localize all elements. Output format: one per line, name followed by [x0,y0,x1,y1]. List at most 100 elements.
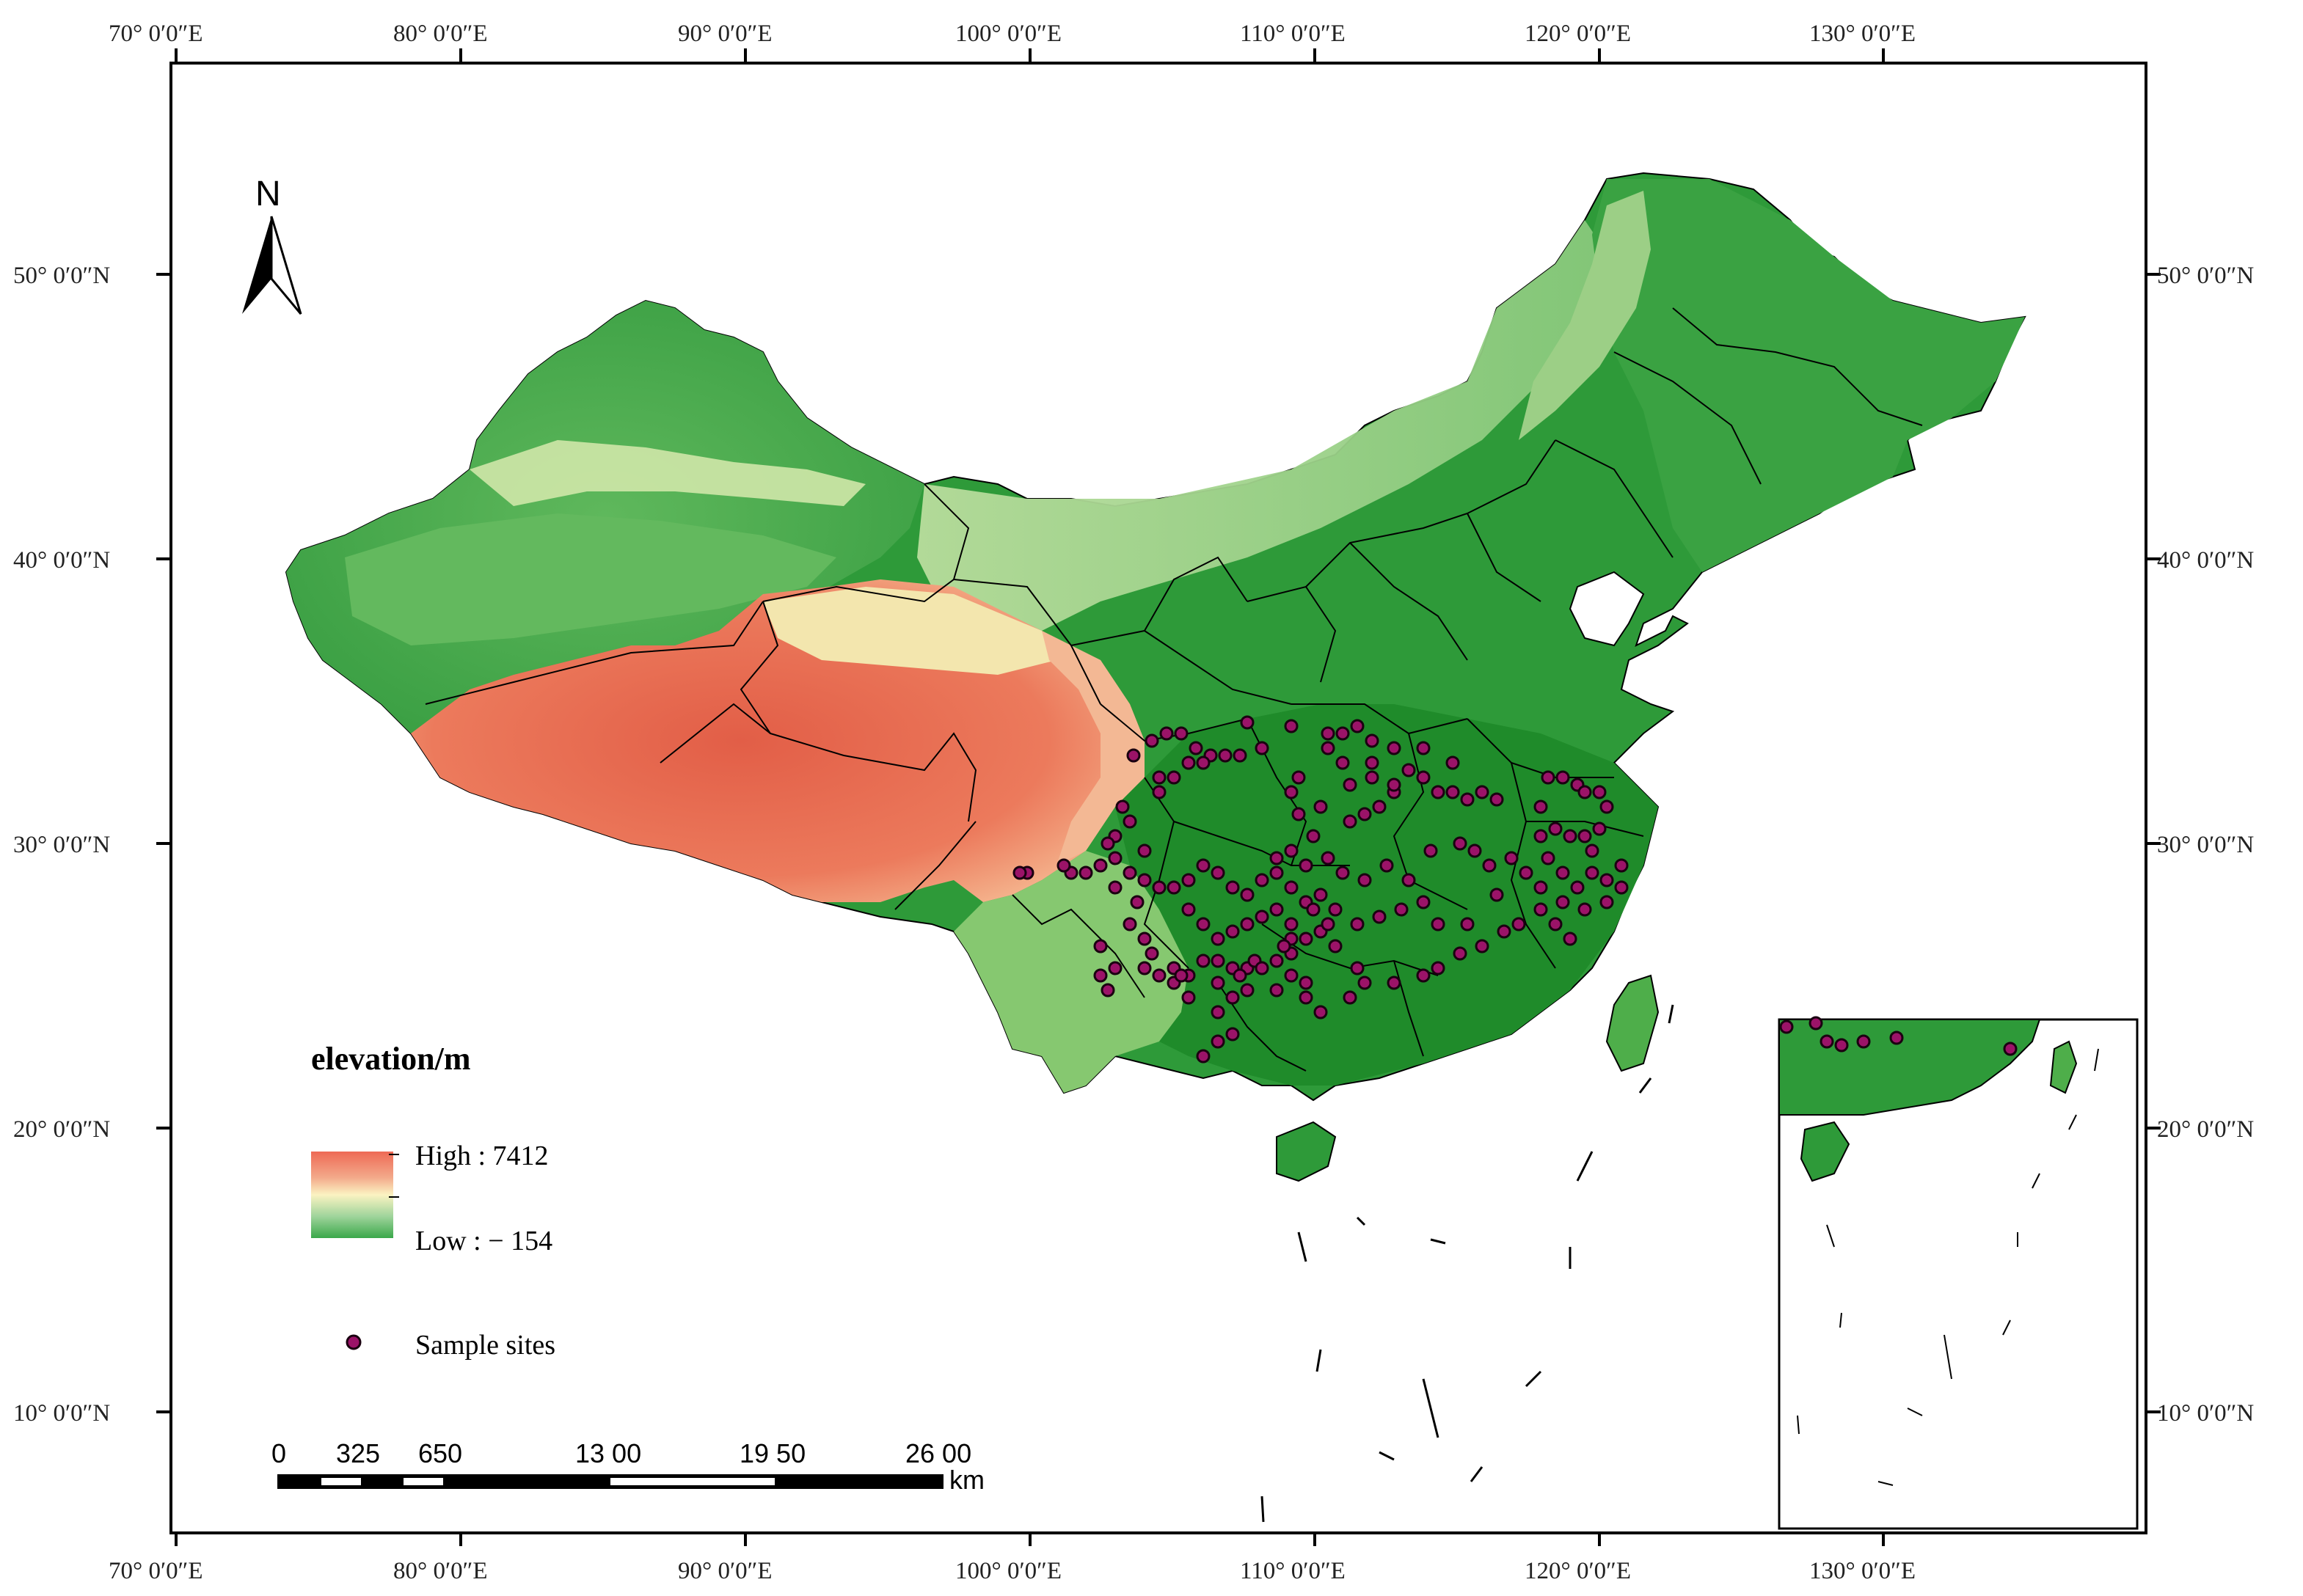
north-arrow-icon [270,216,302,315]
top-longitude-labels: 70° 0′0″E 80° 0′0″E 90° 0′0″E 100° 0′0″E… [109,21,1916,47]
sample-site-marker [1460,917,1475,931]
scale-label: 650 [418,1438,462,1468]
sample-site-marker [1423,843,1438,858]
sample-site-marker [1181,990,1196,1005]
sample-site-marker [1401,873,1416,887]
lat-label: 10° 0′0″N [13,1400,110,1427]
lon-label: 70° 0′0″E [109,1558,203,1584]
lon-label: 90° 0′0″E [678,21,773,47]
legend-low-label: Low : − 154 [415,1226,552,1256]
sample-site-marker [1555,770,1570,785]
sample-site-marker [1387,777,1401,792]
sample-site-marker [1475,939,1489,953]
sample-site-marker [1313,799,1328,814]
sample-site-marker [1599,873,1614,887]
lon-label: 120° 0′0″E [1525,21,1631,47]
sample-site-marker [1093,939,1108,953]
lon-label: 120° 0′0″E [1525,1558,1631,1584]
sample-site-marker [1284,843,1299,858]
lat-label: 40° 0′0″N [2157,547,2254,574]
sample-site-marker [1196,858,1211,873]
lat-label: 50° 0′0″N [2157,263,2254,289]
lon-label: 130° 0′0″E [1809,1558,1916,1584]
sample-site-marker [1152,785,1167,799]
sample-site-marker [1211,1034,1225,1049]
lon-label: 110° 0′0″E [1240,21,1346,47]
lat-label: 20° 0′0″N [13,1116,110,1143]
northeast-region [1592,179,2025,572]
sample-site-marker [1093,968,1108,983]
sample-site-marker [1167,770,1181,785]
sample-site-marker [1255,909,1269,924]
sample-site-marker [1779,1020,1794,1034]
sample-site-marker [1548,821,1563,836]
sample-site-marker [1431,917,1445,931]
tarim-basin [345,513,836,645]
lon-label: 130° 0′0″E [1809,21,1916,47]
sample-site-marker [1233,748,1247,763]
bottom-longitude-labels: 70° 0′0″E 80° 0′0″E 90° 0′0″E 100° 0′0″E… [109,1558,1916,1584]
left-latitude-labels: 50° 0′0″N 40° 0′0″N 30° 0′0″N 20° 0′0″N … [13,263,110,1427]
sample-site-marker [1181,902,1196,917]
sample-site-marker [1335,726,1350,741]
sample-site-marker [1299,931,1313,946]
sample-site-marker [1577,902,1592,917]
sample-site-marker [1101,836,1115,851]
graticule-ticks [156,48,2161,1546]
sample-site-marker [1416,895,1431,909]
sample-site-marker [1809,1016,1823,1031]
sample-site-marker [1889,1031,1904,1045]
sample-site-marker [1255,961,1269,975]
sample-site-marker [1548,917,1563,931]
sample-site-marker [1541,851,1555,865]
lon-label: 80° 0′0″E [393,21,488,47]
sample-site-marker [1614,880,1629,895]
sample-site-marker [1196,917,1211,931]
sample-site-marker [1137,873,1152,887]
sample-site-marker [1284,719,1299,733]
sample-site-marker [1563,829,1577,843]
scale-label: 19 50 [740,1438,806,1468]
sample-site-marker [1335,755,1350,770]
sample-sites [1012,715,2018,1064]
sample-site-marker [1533,799,1548,814]
sample-site-marker [1137,931,1152,946]
sample-site-marker [1445,785,1460,799]
sample-site-marker [1174,726,1189,741]
sample-site-marker [1343,814,1357,829]
sample-site-marker [1321,851,1335,865]
sample-site-marker [1196,953,1211,968]
sample-site-marker [1614,858,1629,873]
sample-site-marker [1101,983,1115,997]
sample-site-marker [1533,829,1548,843]
sample-site-marker [1181,873,1196,887]
sample-site-marker [1585,865,1599,880]
sample-site-marker [1577,785,1592,799]
qaidam-basin [763,587,1056,675]
yunnan-region [954,851,1189,1093]
sample-site-marker [1225,990,1240,1005]
province-boundaries [425,307,1923,1072]
sample-site-marker [1196,1049,1211,1064]
north-arrow-label: N [255,175,281,213]
sample-site-marker [1123,917,1137,931]
sample-site-marker [1467,843,1482,858]
sample-site-marker [1115,799,1130,814]
sample-site-marker [1108,880,1123,895]
sample-site-marker [1357,807,1372,821]
sample-site-marker [1167,880,1181,895]
sample-site-marker [1321,726,1335,741]
sample-site-marker [1350,961,1365,975]
sample-site-marker [1431,961,1445,975]
sample-site-marker [1592,785,1607,799]
sample-site-marker [1372,909,1387,924]
sample-site-marker [1108,961,1123,975]
sample-site-marker [1291,807,1306,821]
sample-site-marker [1343,777,1357,792]
sample-site-marker [1328,939,1343,953]
sample-site-marker [1078,865,1093,880]
scale-label: 0 [271,1438,286,1468]
sample-site-marker [1145,946,1159,961]
sample-site-marker [1152,880,1167,895]
